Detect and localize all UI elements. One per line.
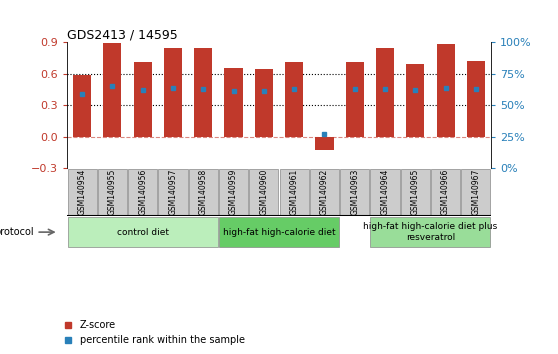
FancyBboxPatch shape (431, 169, 460, 216)
FancyBboxPatch shape (310, 169, 339, 216)
Bar (406, 64, 425, 137)
Bar (255, 69, 273, 137)
Bar (133, 62, 152, 137)
Bar (285, 62, 303, 137)
Bar (345, 62, 364, 137)
Text: GSM140962: GSM140962 (320, 169, 329, 215)
FancyBboxPatch shape (128, 169, 157, 216)
Legend: Z-score, percentile rank within the sample: Z-score, percentile rank within the samp… (61, 316, 249, 349)
Text: GSM140963: GSM140963 (350, 169, 359, 215)
Text: control diet: control diet (117, 228, 169, 236)
Bar (376, 48, 394, 137)
FancyBboxPatch shape (461, 169, 490, 216)
FancyBboxPatch shape (371, 169, 400, 216)
Text: GSM140960: GSM140960 (259, 169, 268, 215)
Bar (436, 44, 455, 137)
FancyBboxPatch shape (219, 169, 248, 216)
Text: high-fat high-calorie diet: high-fat high-calorie diet (223, 228, 335, 236)
Text: GSM140961: GSM140961 (290, 169, 299, 215)
Text: GSM140965: GSM140965 (411, 169, 420, 215)
FancyBboxPatch shape (401, 169, 430, 216)
Bar (103, 43, 122, 137)
Text: protocol: protocol (0, 227, 34, 237)
Text: GSM140958: GSM140958 (199, 169, 208, 215)
FancyBboxPatch shape (68, 169, 97, 216)
Text: GSM140955: GSM140955 (108, 169, 117, 215)
Text: high-fat high-calorie diet plus
resveratrol: high-fat high-calorie diet plus resverat… (363, 222, 498, 242)
FancyBboxPatch shape (340, 169, 369, 216)
Bar (73, 75, 91, 137)
Text: GSM140967: GSM140967 (472, 169, 480, 215)
FancyBboxPatch shape (219, 217, 339, 247)
Bar (164, 48, 182, 137)
FancyBboxPatch shape (189, 169, 218, 216)
FancyBboxPatch shape (249, 169, 278, 216)
Bar (315, 137, 334, 150)
Text: GDS2413 / 14595: GDS2413 / 14595 (67, 28, 177, 41)
Text: GSM140966: GSM140966 (441, 169, 450, 215)
Text: GSM140964: GSM140964 (381, 169, 389, 215)
Text: GSM140959: GSM140959 (229, 169, 238, 215)
FancyBboxPatch shape (68, 217, 218, 247)
FancyBboxPatch shape (98, 169, 127, 216)
Text: GSM140957: GSM140957 (169, 169, 177, 215)
Bar (467, 61, 485, 137)
Bar (224, 68, 243, 137)
FancyBboxPatch shape (371, 217, 490, 247)
Text: GSM140954: GSM140954 (78, 169, 86, 215)
Text: GSM140956: GSM140956 (138, 169, 147, 215)
FancyBboxPatch shape (158, 169, 187, 216)
FancyBboxPatch shape (280, 169, 309, 216)
Bar (194, 48, 213, 137)
